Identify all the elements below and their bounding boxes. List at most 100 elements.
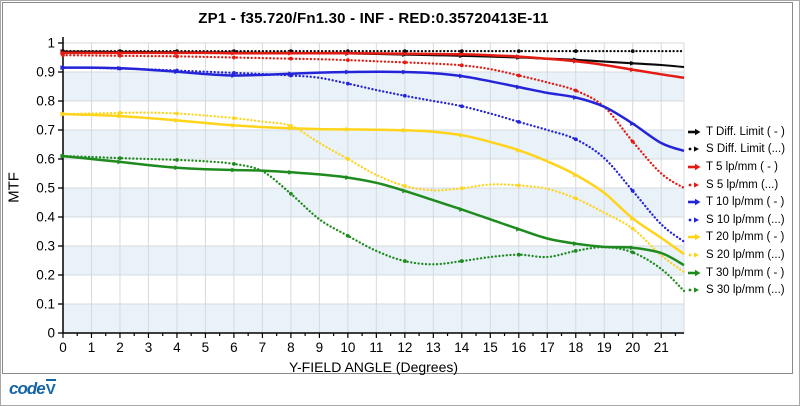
legend-item-label: S 30 lp/mm (...) — [706, 284, 785, 297]
legend-item-label: S 5 lp/mm (...) — [706, 178, 779, 191]
logo-v-mark: V — [45, 379, 56, 398]
legend-item: T 20 lp/mm ( - ) — [688, 229, 794, 247]
legend-item: T 10 lp/mm ( - ) — [688, 193, 794, 211]
series-marker — [402, 188, 408, 194]
series-curve — [61, 111, 686, 274]
series-marker — [630, 226, 635, 231]
series-marker — [402, 127, 408, 133]
y-tick-label: 0.1 — [36, 297, 55, 312]
y-tick-label: 0 — [47, 326, 55, 341]
series-curve — [61, 154, 686, 293]
series-marker — [288, 124, 293, 128]
x-tick-label: 9 — [316, 340, 324, 355]
series-marker — [232, 116, 236, 121]
series-marker — [232, 55, 236, 60]
x-tick-label: 17 — [540, 340, 555, 355]
x-tick-label: 0 — [59, 340, 67, 355]
solid-line-marker-icon — [688, 163, 701, 171]
series-marker — [573, 88, 578, 93]
legend-item: T 5 lp/mm ( - ) — [688, 158, 794, 176]
x-tick-label: 14 — [454, 340, 470, 355]
series-marker — [402, 51, 408, 57]
legend: T Diff. Limit ( - ) S Diff. Limit (...) T … — [688, 123, 794, 299]
series-marker — [630, 216, 636, 221]
x-tick-label: 10 — [340, 340, 355, 355]
y-tick-label: 0.9 — [36, 65, 55, 80]
series-marker — [516, 84, 522, 90]
series-marker — [630, 245, 636, 251]
legend-item-label: T 30 lp/mm ( - ) — [706, 266, 785, 279]
series-marker — [573, 172, 579, 178]
legend-item-label: T Diff. Limit ( - ) — [706, 125, 785, 138]
series-marker — [345, 81, 350, 86]
y-tick-label: 1 — [47, 36, 55, 51]
dotted-line-marker-icon — [688, 217, 699, 223]
x-tick-label: 12 — [397, 340, 412, 355]
series-marker — [175, 157, 179, 162]
legend-item: S 5 lp/mm (...) — [688, 176, 794, 194]
codev-logo: codeV — [9, 379, 56, 400]
series-marker — [232, 162, 236, 166]
legend-item-label: T 5 lp/mm ( - ) — [706, 160, 778, 173]
series-marker — [459, 186, 464, 191]
series-marker — [630, 67, 636, 73]
series-marker — [288, 191, 293, 196]
series-marker — [630, 250, 635, 255]
series-marker — [459, 63, 464, 68]
series-marker — [118, 66, 122, 71]
series-marker — [630, 139, 635, 144]
series-marker — [459, 132, 465, 138]
series-marker — [118, 110, 122, 115]
series-marker — [175, 54, 179, 59]
legend-item: S 10 lp/mm (...) — [688, 211, 794, 229]
y-tick-label: 0.2 — [36, 268, 55, 283]
series-marker — [459, 49, 464, 54]
series-marker — [516, 73, 521, 78]
series-marker — [288, 73, 293, 78]
series-marker — [117, 113, 123, 119]
x-tick-label: 15 — [483, 340, 498, 355]
series-marker — [231, 167, 237, 173]
x-tick-label: 20 — [625, 340, 640, 355]
plot-band — [63, 72, 684, 101]
series-marker — [516, 54, 522, 60]
series-marker — [516, 183, 521, 188]
series-marker — [345, 50, 351, 56]
series-marker — [402, 69, 408, 75]
x-tick-label: 3 — [145, 340, 153, 355]
series-marker — [345, 127, 351, 132]
series-marker — [459, 73, 465, 79]
legend-item-label: S 10 lp/mm (...) — [706, 213, 785, 226]
series-curve — [62, 112, 685, 256]
legend-item: S 30 lp/mm (...) — [688, 281, 794, 299]
series-marker — [288, 50, 294, 56]
series-marker — [288, 56, 293, 61]
legend-item: S 20 lp/mm (...) — [688, 246, 794, 264]
series-marker — [459, 51, 465, 57]
solid-line-marker-icon — [688, 128, 701, 135]
y-tick-label: 0.3 — [36, 239, 55, 254]
x-tick-label: 21 — [654, 340, 669, 355]
series-marker — [175, 111, 179, 116]
series-marker — [630, 49, 635, 54]
legend-item-label: T 10 lp/mm ( - ) — [706, 196, 785, 209]
x-tick-label: 13 — [426, 340, 441, 355]
x-tick-label: 8 — [287, 340, 295, 355]
series-marker — [117, 50, 123, 56]
series-marker — [175, 68, 179, 73]
series-marker — [459, 259, 464, 263]
legend-item-label: S Diff. Limit (...) — [706, 143, 786, 156]
legend-item-label: T 20 lp/mm ( - ) — [706, 231, 785, 244]
plot-band — [63, 188, 684, 217]
series-marker — [345, 157, 350, 161]
x-tick-label: 19 — [597, 340, 612, 355]
dotted-line-marker-icon — [688, 181, 699, 188]
dotted-line-marker-icon — [688, 287, 699, 293]
series-marker — [516, 252, 521, 257]
series-marker — [402, 60, 407, 65]
series-marker — [402, 93, 407, 98]
y-tick-label: 0.8 — [36, 94, 55, 109]
logo-text: code — [9, 379, 46, 398]
series-marker — [345, 233, 350, 238]
